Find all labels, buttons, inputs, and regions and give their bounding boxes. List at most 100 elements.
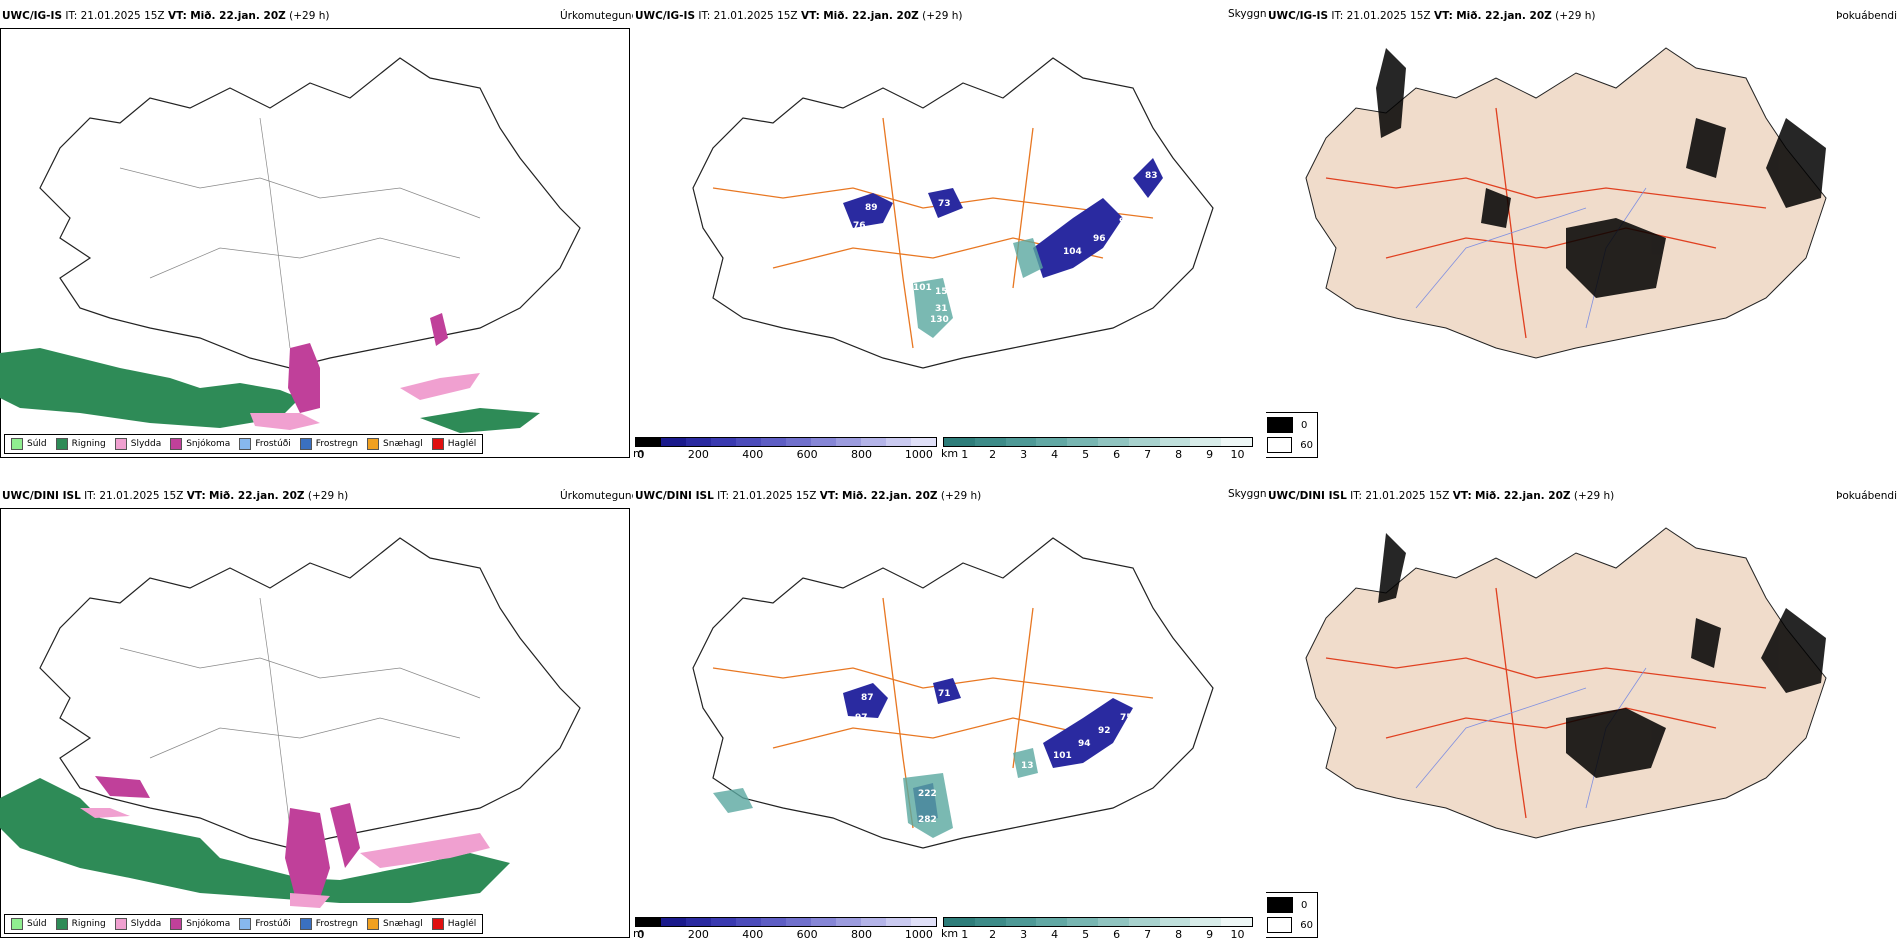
tick-label: 2 (989, 928, 997, 940)
ceiling-label: 75 (1120, 713, 1133, 723)
colorbar-swatch (811, 918, 836, 926)
legend-swatch (55, 438, 68, 450)
colorbar-swatch (736, 438, 761, 446)
tick-label: 4 (1051, 928, 1059, 940)
fog-area (1766, 118, 1826, 208)
ceiling-label: 101 (1053, 751, 1072, 761)
iceland-map (1305, 527, 1827, 839)
tick-label: 6 (1113, 448, 1121, 460)
tick-label: 3 (1020, 448, 1028, 460)
legend-item: Frostúði (239, 438, 291, 450)
tick-label: 800 (851, 928, 872, 940)
visibility-panel-row1: UWC/IG-IS IT: 21.01.2025 15Z VT: Mið. 22… (633, 0, 1266, 460)
tick-label: 400 (742, 448, 764, 460)
fog-swatch (1267, 437, 1293, 453)
legend-item: Súld (11, 438, 47, 450)
legend-item: Snæhagl (367, 438, 423, 450)
ceiling-area (928, 188, 963, 218)
panel-header: UWC/DINI ISL IT: 21.01.2025 15Z VT: Mið.… (635, 490, 982, 502)
legend-item: Slydda (114, 918, 161, 930)
tick-label: 400 (742, 928, 764, 940)
ceiling-colorbar-ticks: 0 200 400 600 800 1000 (635, 447, 937, 460)
fog-swatch (1267, 897, 1293, 913)
legend-swatch (11, 438, 23, 450)
legend-swatch (114, 918, 127, 930)
unit-label: km (941, 447, 959, 460)
ceiling-area (843, 193, 893, 228)
colorbar-swatch (736, 918, 761, 926)
visibility-colorbar: 1 2 3 4 5 6 7 8 9 10 km (941, 917, 1253, 940)
colorbar-swatch (911, 438, 936, 446)
colorbar-swatch (786, 918, 811, 926)
tick-label: 7 (1144, 448, 1152, 460)
tick-label: 8 (1175, 928, 1183, 940)
legend-item: Frostregn (299, 918, 358, 930)
fog-legend: 0 60 (1266, 892, 1318, 938)
ceiling-colorbar: 0 200 400 600 800 1000 m (633, 917, 937, 940)
ceiling-label: 94 (1078, 739, 1091, 749)
visibility-area (903, 773, 953, 838)
legend-swatch (239, 918, 252, 930)
visibility-area (1013, 748, 1038, 778)
panel-title: Skyggni (1228, 488, 1266, 500)
colorbar-swatch (1128, 438, 1160, 446)
iceland-map (1305, 47, 1827, 359)
ceiling-label: 96 (1093, 234, 1106, 244)
legend-swatch (114, 438, 127, 450)
legend-item: Snæhagl (367, 918, 423, 930)
ceiling-colorbar-swatches (635, 437, 937, 447)
visibility-colorbar-swatches (943, 437, 1253, 447)
panel-title: Úrkomutegund (560, 10, 633, 22)
colorbar-swatch (944, 918, 975, 926)
fog-area (1378, 533, 1406, 603)
fog-legend-row: 0 (1267, 897, 1313, 913)
colorbar-swatch (1190, 918, 1222, 926)
tick-label: 200 (687, 448, 709, 460)
colorbar-swatch (1067, 438, 1098, 446)
visibility-area (913, 278, 953, 338)
fog-area (1376, 48, 1406, 138)
iceland-map: 89 73 76 101 157 31 130 104 96 94 129 83 (692, 57, 1214, 369)
colorbar-swatch (686, 918, 711, 926)
tick-label: 9 (1206, 928, 1214, 940)
legend-swatch (170, 918, 183, 930)
tick-label: 800 (851, 448, 872, 460)
legend-swatch (431, 438, 444, 450)
legend-item: Frostúði (239, 918, 291, 930)
tick-label: 1 (961, 928, 969, 940)
panel-title: Skyggni (1228, 8, 1266, 20)
fog-panel-row2: UWC/DINI ISL IT: 21.01.2025 15Z VT: Mið.… (1266, 480, 1899, 940)
ceiling-label: 222 (918, 789, 937, 799)
ceiling-label: 130 (930, 315, 949, 325)
precip-type-panel-row2: UWC/DINI ISL IT: 21.01.2025 15Z VT: Mið.… (0, 480, 633, 940)
tick-label: 10 (1230, 928, 1245, 940)
tick-label: 0 (637, 928, 645, 940)
legend-item: Haglél (431, 438, 476, 450)
fog-panel-row1: UWC/IG-IS IT: 21.01.2025 15Z VT: Mið. 22… (1266, 0, 1899, 460)
colorbar-swatch (886, 438, 911, 446)
colorbar-swatch (1221, 918, 1252, 926)
panel-title: Þokuábendi (1836, 10, 1897, 22)
ceiling-label: 92 (1098, 726, 1111, 736)
legend-swatch (55, 918, 68, 930)
tick-label: 4 (1051, 448, 1059, 460)
tick-label: 7 (1144, 928, 1152, 940)
colorbar-swatch (861, 918, 886, 926)
colorbar-swatch (836, 918, 861, 926)
visibility-colorbar-ticks: 1 2 3 4 5 6 7 8 9 10 (943, 447, 1253, 460)
ceiling-label: 101 (913, 283, 932, 293)
ceiling-label: 73 (938, 199, 951, 209)
fog-legend-row: 60 (1267, 917, 1313, 933)
unit-label: km (941, 927, 959, 940)
legend-item: Haglél (431, 918, 476, 930)
tick-label: 5 (1082, 928, 1090, 940)
legend-swatch (367, 918, 380, 930)
fog-legend: 0 60 (1266, 412, 1318, 458)
fog-legend-row: 60 (1267, 437, 1313, 453)
ceiling-colorbar-swatches (635, 917, 937, 927)
fog-area (1691, 618, 1721, 668)
ceiling-label: 104 (1063, 247, 1082, 257)
iceland-map (0, 537, 581, 908)
tick-label: 1000 (904, 448, 933, 460)
legend-swatch (431, 918, 444, 930)
